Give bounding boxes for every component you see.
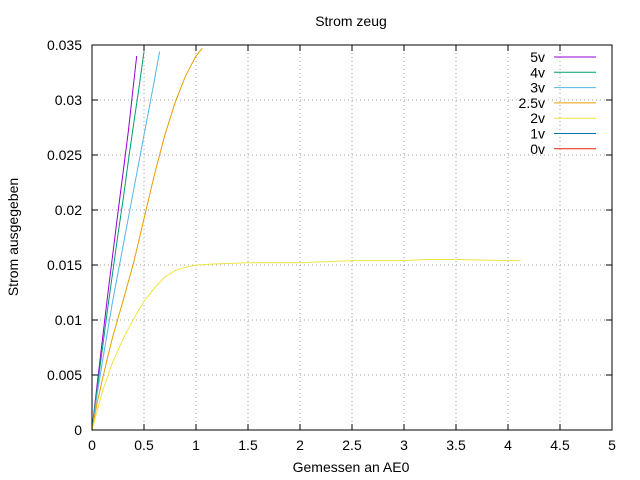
series-line-2.5v bbox=[91, 47, 203, 431]
y-tick-label: 0.025 bbox=[47, 147, 82, 163]
x-tick-label: 1 bbox=[192, 437, 200, 453]
x-tick-label: 3.5 bbox=[446, 437, 466, 453]
legend-label: 5v bbox=[530, 49, 545, 65]
legend-label: 2v bbox=[530, 110, 545, 126]
series-line-3v bbox=[91, 51, 161, 431]
grid bbox=[92, 45, 612, 430]
y-axis-label: Strom ausgegeben bbox=[5, 178, 21, 296]
y-tick-label: 0.03 bbox=[55, 92, 82, 108]
chart-title: Strom zeug bbox=[315, 13, 387, 29]
y-tick-label: 0.02 bbox=[55, 202, 82, 218]
y-tick-label: 0.01 bbox=[55, 312, 82, 328]
legend-label: 1v bbox=[530, 126, 545, 142]
y-tick-label: 0.035 bbox=[47, 37, 82, 53]
legend-label: 4v bbox=[530, 64, 545, 80]
legend-label: 0v bbox=[530, 141, 545, 157]
x-axis-label: Gemessen an AE0 bbox=[293, 459, 410, 475]
x-tick-label: 4 bbox=[504, 437, 512, 453]
x-tick-label: 1.5 bbox=[238, 437, 258, 453]
series-line-2v bbox=[91, 259, 521, 431]
ticks: 0 0.5 1 1.5 2 2.5 3 3.5 4 4.5 5 0 0.005 0.01 0.015 0.02… bbox=[47, 37, 616, 453]
y-tick-label: 0 bbox=[74, 422, 82, 438]
x-tick-label: 2 bbox=[296, 437, 304, 453]
x-tick-label: 0 bbox=[88, 437, 96, 453]
x-tick-label: 4.5 bbox=[550, 437, 570, 453]
y-tick-label: 0.005 bbox=[47, 367, 82, 383]
x-tick-label: 3 bbox=[400, 437, 408, 453]
series-line-4v bbox=[91, 51, 145, 431]
legend-label: 2.5v bbox=[519, 95, 545, 111]
x-tick-label: 2.5 bbox=[342, 437, 362, 453]
x-tick-label: 5 bbox=[608, 437, 616, 453]
legend-label: 3v bbox=[530, 80, 545, 96]
y-tick-label: 0.015 bbox=[47, 257, 82, 273]
x-tick-label: 0.5 bbox=[134, 437, 154, 453]
series-line-5v bbox=[91, 55, 138, 431]
